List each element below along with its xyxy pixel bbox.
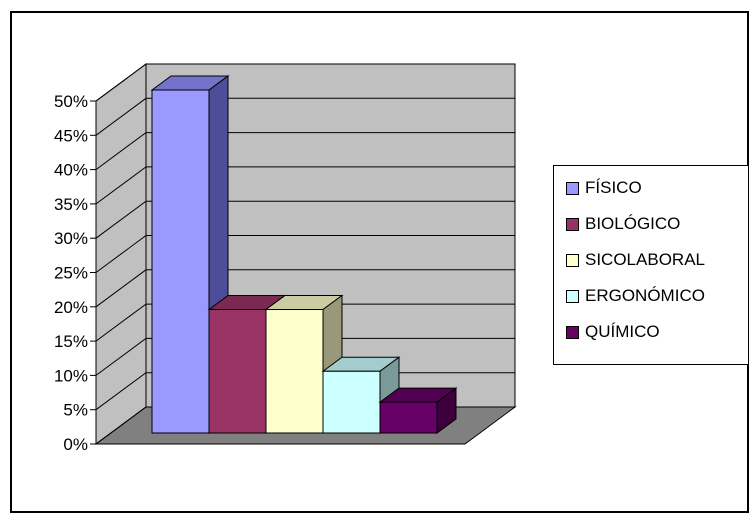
legend-swatch <box>566 253 579 267</box>
legend-item-fisico: FÍSICO <box>566 176 642 200</box>
y-tick-label: 40% <box>54 161 88 180</box>
legend-item-biologico: BIOLÓGICO <box>566 212 680 236</box>
legend-label: QUÍMICO <box>585 322 660 341</box>
y-tick-label: 15% <box>54 332 88 351</box>
bar-front <box>322 370 381 434</box>
legend-swatch <box>566 217 579 231</box>
bar-químico <box>378 387 458 434</box>
gridline <box>95 132 515 171</box>
bars <box>150 75 458 434</box>
y-tick-label: 50% <box>54 92 88 111</box>
bar-ergonómico <box>321 356 401 434</box>
legend-label: SICOLABORAL <box>585 250 705 269</box>
legend-swatch <box>566 181 579 195</box>
y-tick-label: 35% <box>54 195 88 214</box>
legend-label: ERGONÓMICO <box>585 286 705 305</box>
gridline <box>95 166 515 205</box>
y-tick-label: 30% <box>54 229 88 248</box>
gridline <box>95 303 515 342</box>
y-tick-label: 45% <box>54 126 88 145</box>
gridline <box>95 97 515 136</box>
y-tick-label: 0% <box>63 435 88 454</box>
legend-swatch <box>566 289 579 303</box>
legend-swatch <box>566 325 579 339</box>
legend: FÍSICO BIOLÓGICO SICOLABORAL ERGONÓMICO … <box>553 165 749 365</box>
gridline <box>95 269 515 308</box>
bar-front <box>208 309 267 434</box>
legend-label: FÍSICO <box>585 178 642 197</box>
legend-item-sicolaboral: SICOLABORAL <box>566 248 705 272</box>
y-axis-ticks: 0% 5% 10% 15% 20% 25% 30% 35% 40% 45% 50% <box>54 92 97 454</box>
y-tick-label: 10% <box>54 366 88 385</box>
gridline <box>95 337 515 376</box>
bar-front <box>379 401 438 434</box>
legend-item-quimico: QUÍMICO <box>566 320 660 344</box>
gridline <box>95 235 515 273</box>
bar-front <box>265 309 324 434</box>
legend-item-ergonomico: ERGONÓMICO <box>566 284 705 308</box>
gridlines <box>95 63 515 445</box>
bar-front <box>151 89 210 434</box>
gridline <box>95 200 515 239</box>
y-tick-label: 20% <box>54 298 88 317</box>
gridline <box>95 63 515 102</box>
y-tick-label: 25% <box>54 264 88 283</box>
legend-label: BIOLÓGICO <box>585 214 681 233</box>
y-tick-label: 5% <box>63 401 88 420</box>
